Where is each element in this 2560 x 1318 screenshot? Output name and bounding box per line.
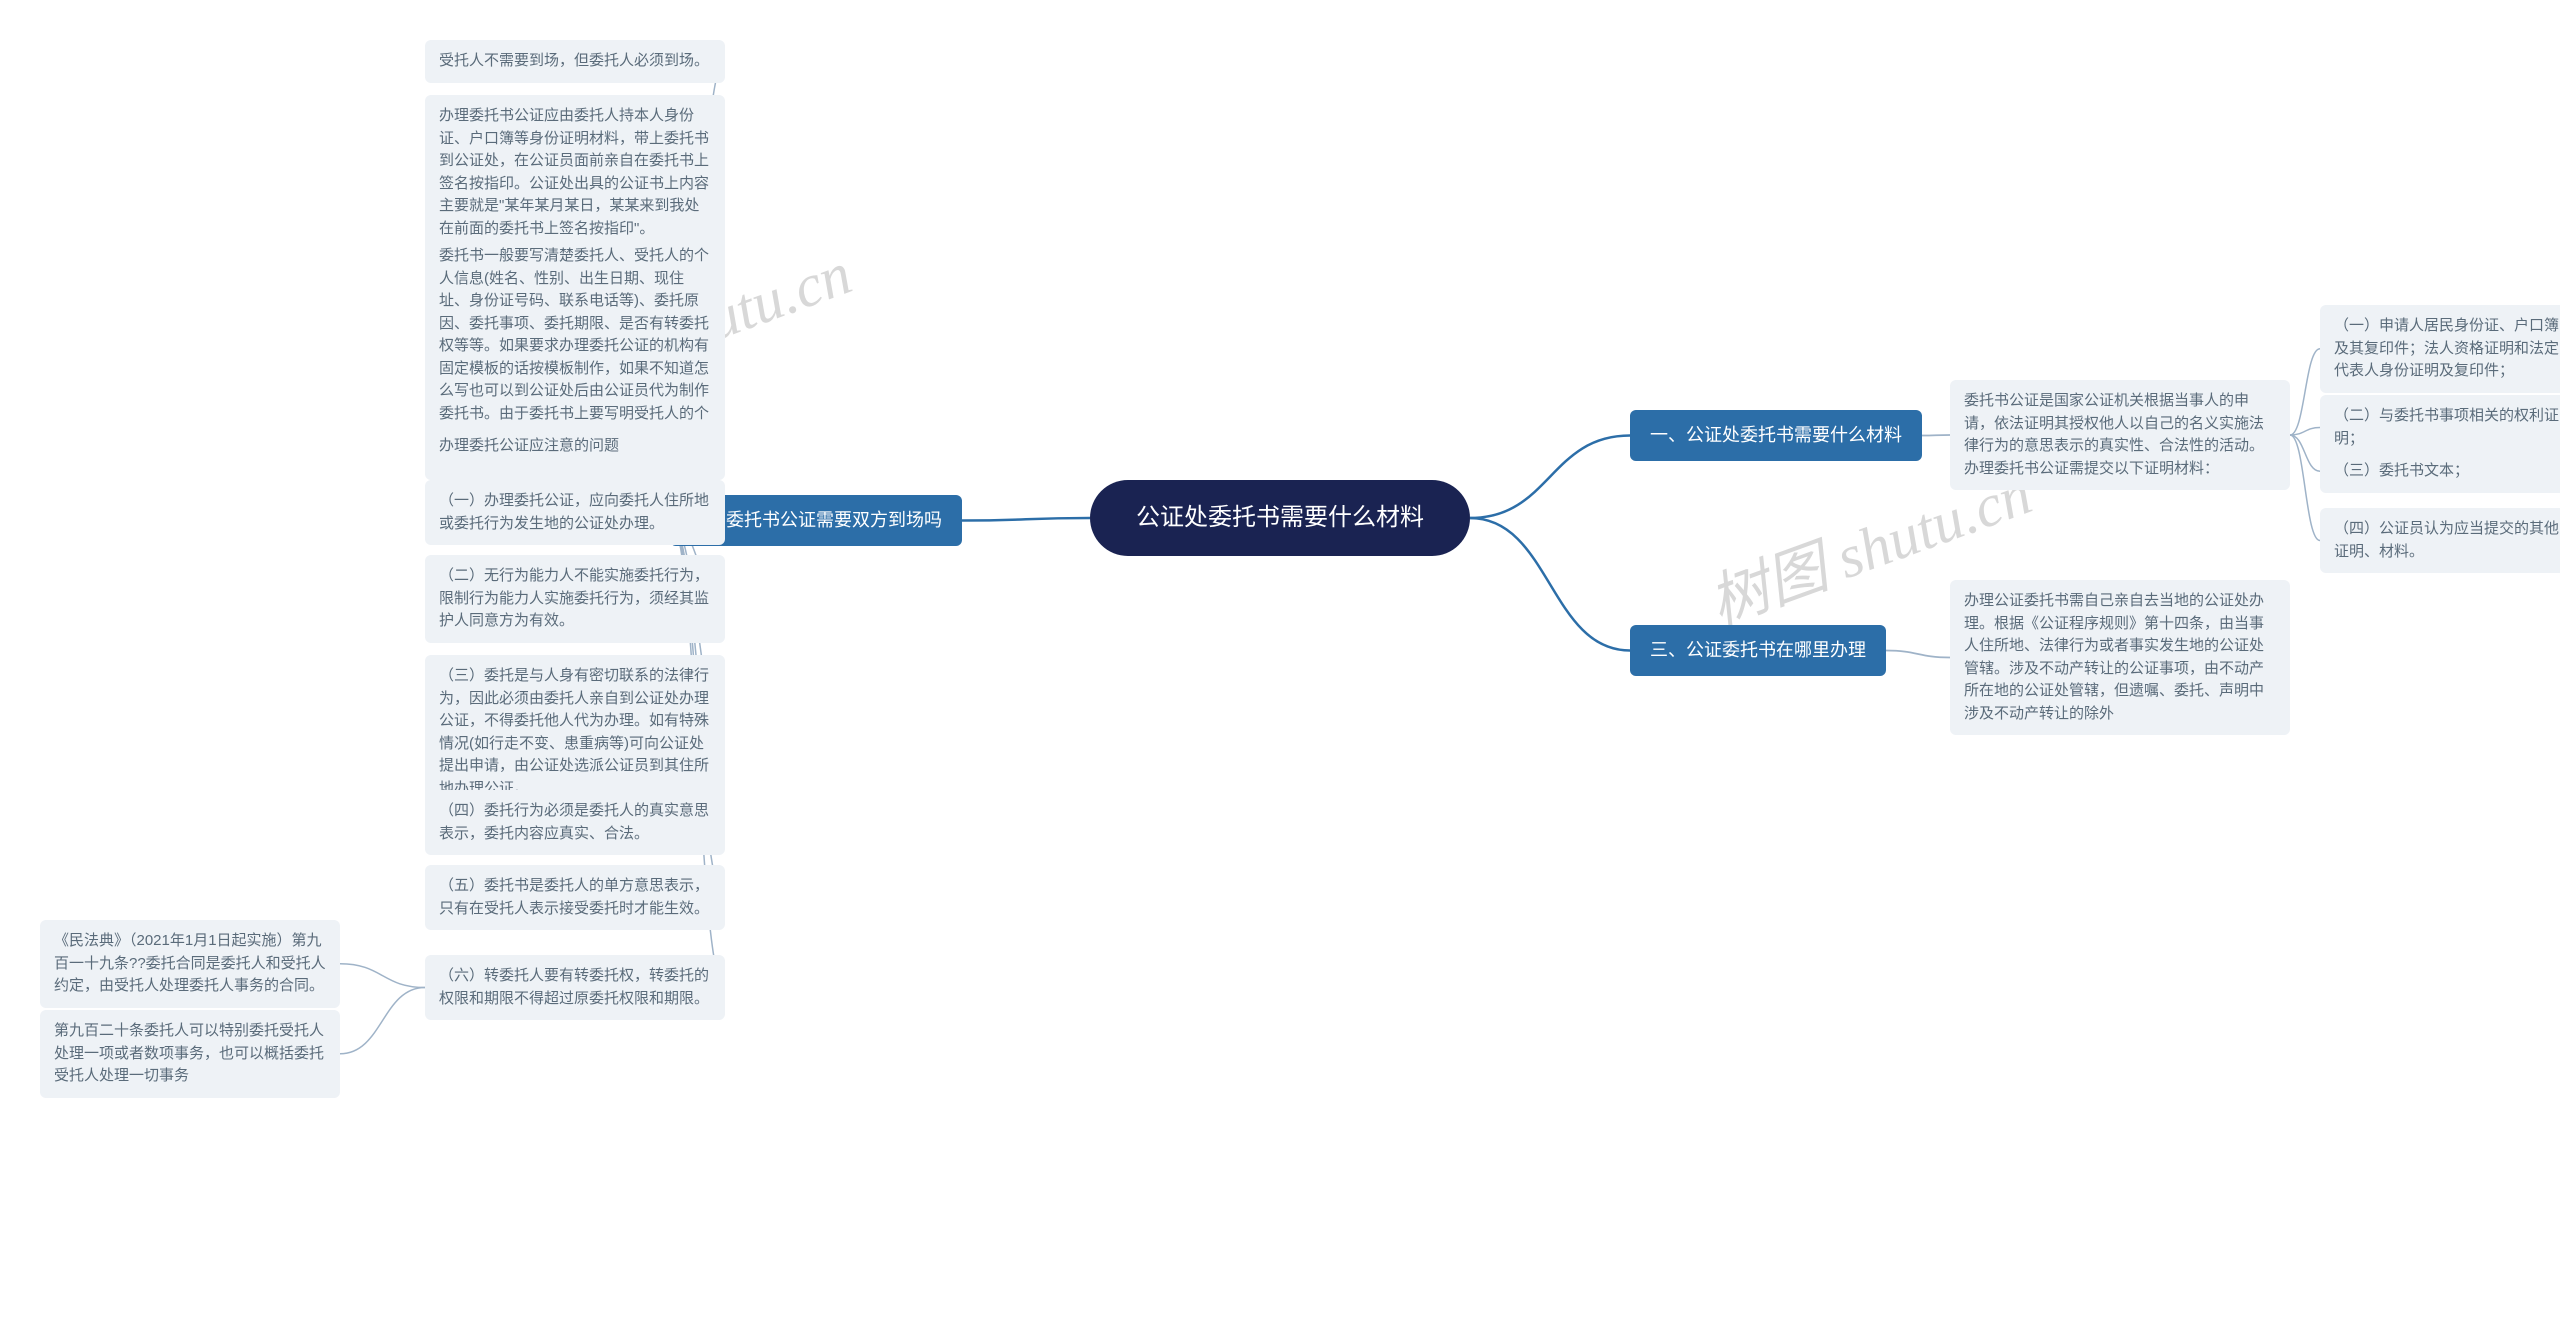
branch-2-leaf-1: 办理委托书公证应由委托人持本人身份证、户口簿等身份证明材料，带上委托书到公证处，… bbox=[425, 95, 725, 250]
branch-2-leaf-4: （一）办理委托公证，应向委托人住所地或委托行为发生地的公证处办理。 bbox=[425, 480, 725, 545]
branch-1-leaf-3: （四）公证员认为应当提交的其他证明、材料。 bbox=[2320, 508, 2560, 573]
branch-3: 三、公证委托书在哪里办理 bbox=[1630, 625, 1886, 676]
branch-2-leaf-0: 受托人不需要到场，但委托人必须到场。 bbox=[425, 40, 725, 83]
branch-2-subleaf-0: 《民法典》（2021年1月1日起实施）第九百一十九条??委托合同是委托人和受托人… bbox=[40, 920, 340, 1008]
branch-1: 一、公证处委托书需要什么材料 bbox=[1630, 410, 1922, 461]
branch-1-leaf-2: （三）委托书文本； bbox=[2320, 450, 2560, 493]
branch-1-leaf-0: （一）申请人居民身份证、户口簿及其复印件；法人资格证明和法定代表人身份证明及复印… bbox=[2320, 305, 2560, 393]
branch-3-desc: 办理公证委托书需自己亲自去当地的公证处办理。根据《公证程序规则》第十四条，由当事… bbox=[1950, 580, 2290, 735]
root-node: 公证处委托书需要什么材料 bbox=[1090, 480, 1470, 556]
branch-2-leaf-9: （六）转委托人要有转委托权，转委托的权限和期限不得超过原委托权限和期限。 bbox=[425, 955, 725, 1020]
branch-2-leaf-7: （四）委托行为必须是委托人的真实意思表示，委托内容应真实、合法。 bbox=[425, 790, 725, 855]
branch-1-desc: 委托书公证是国家公证机关根据当事人的申请，依法证明其授权他人以自己的名义实施法律… bbox=[1950, 380, 2290, 490]
branch-2-leaf-5: （二）无行为能力人不能实施委托行为，限制行为能力人实施委托行为，须经其监护人同意… bbox=[425, 555, 725, 643]
branch-2-leaf-8: （五）委托书是委托人的单方意思表示，只有在受托人表示接受委托时才能生效。 bbox=[425, 865, 725, 930]
branch-2-leaf-3: 办理委托公证应注意的问题 bbox=[425, 425, 725, 468]
branch-2-subleaf-1: 第九百二十条委托人可以特别委托受托人处理一项或者数项事务，也可以概括委托受托人处… bbox=[40, 1010, 340, 1098]
branch-2-leaf-6: （三）委托是与人身有密切联系的法律行为，因此必须由委托人亲自到公证处办理公证，不… bbox=[425, 655, 725, 810]
